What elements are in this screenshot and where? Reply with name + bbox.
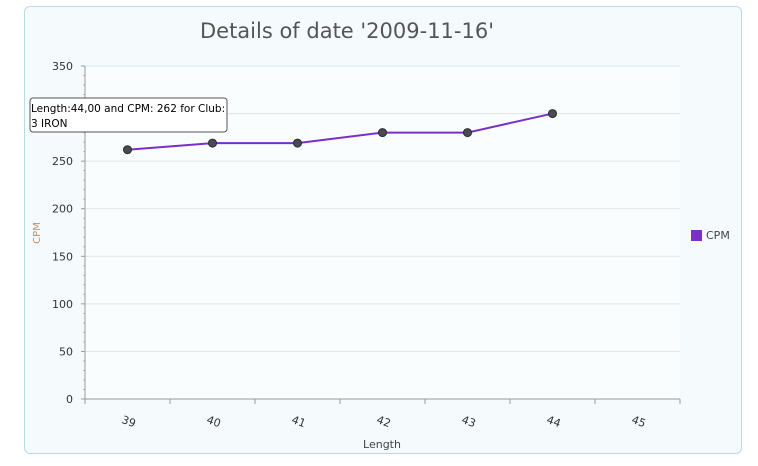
data-point[interactable]	[208, 138, 217, 148]
x-tick-label: 43	[460, 413, 478, 430]
chart-title: Details of date '2009-11-16'	[200, 19, 494, 43]
line-chart: Details of date '2009-11-16' 0 50 100 150 20…	[29, 19, 730, 451]
y-tick-label: 150	[52, 250, 73, 263]
y-tick-label: 200	[52, 203, 73, 216]
y-tick-label: 50	[59, 345, 73, 358]
data-point[interactable]	[293, 138, 302, 148]
series-cpm	[123, 109, 557, 155]
x-tick-label: 45	[630, 413, 648, 430]
y-tick-label: 350	[52, 60, 73, 73]
y-tick-label: 0	[66, 393, 73, 406]
legend-swatch-cpm	[691, 230, 702, 241]
legend[interactable]: CPM	[691, 229, 730, 242]
x-tick-label: 42	[375, 413, 393, 430]
grid-lines	[85, 65, 680, 352]
x-tick-label: 40	[205, 413, 223, 430]
data-point[interactable]	[463, 128, 472, 138]
legend-label-cpm: CPM	[706, 229, 730, 242]
x-tick-label: 41	[290, 413, 308, 430]
x-axis-title: Length	[363, 438, 401, 451]
tooltip-line-1: Length:44,00 and CPM: 262 for Club:	[31, 103, 225, 115]
tooltip-box	[29, 97, 228, 133]
y-tick-label: 250	[52, 155, 73, 168]
data-point[interactable]	[548, 109, 557, 119]
x-tick-label: 44	[545, 413, 563, 430]
data-point[interactable]	[378, 128, 387, 138]
x-tick-labels: 39 40 41 42 43 44 45	[120, 413, 648, 430]
tooltip-line-2: 3 IRON	[31, 118, 68, 130]
y-tick-label: 100	[52, 298, 73, 311]
tooltip: Length:44,00 and CPM: 262 for Club: 3 IR…	[29, 97, 228, 133]
y-axis-title: CPM	[32, 222, 43, 244]
chart-panel: Details of date '2009-11-16' 0 50 100 150 20…	[24, 6, 742, 454]
x-tick-label: 39	[120, 413, 138, 430]
series-line-cpm	[127, 112, 553, 151]
data-point[interactable]	[123, 145, 132, 155]
